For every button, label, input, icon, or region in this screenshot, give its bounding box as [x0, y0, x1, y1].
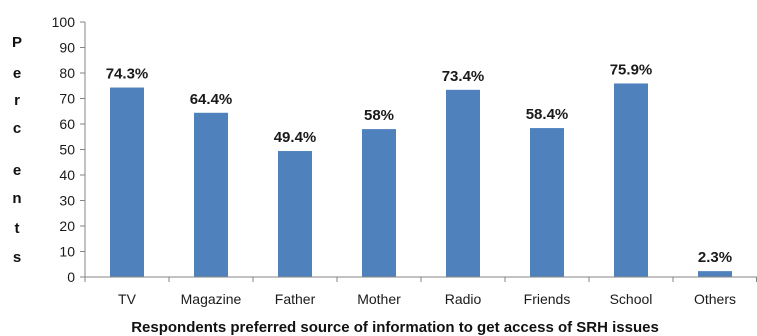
x-axis-title: Respondents preferred source of informat… [131, 319, 659, 336]
category-label: Radio [445, 291, 482, 307]
y-tick-label: 50 [59, 142, 75, 158]
y-axis-title-letter: r [14, 92, 20, 109]
category-label: Others [694, 291, 736, 307]
data-label: 2.3% [698, 249, 732, 266]
bar-mother [362, 129, 396, 277]
x-axis-categories: TV Magazine Father Mother Radio Friends School… [118, 291, 736, 307]
data-label: 58% [364, 107, 394, 124]
bar-magazine [194, 112, 228, 277]
data-label: 49.4% [274, 129, 317, 146]
y-tick-label: 90 [59, 40, 75, 56]
bar-tv [110, 87, 144, 277]
y-axis-title-letter: n [12, 190, 21, 207]
category-label: Father [275, 291, 316, 307]
y-axis-title-letter: s [13, 249, 21, 266]
y-tick-label: 60 [59, 116, 75, 132]
category-label: Friends [524, 291, 571, 307]
data-label: 73.4% [442, 68, 485, 85]
y-axis-title-letter: e [13, 65, 21, 82]
axes [84, 22, 757, 282]
y-axis-title-letter: e [13, 162, 21, 179]
bars: 74.3% 64.4% 49.4% 58% 73.4% 58.4% 75.9% 2.3% [106, 61, 732, 277]
y-tick-label: 20 [59, 218, 75, 234]
y-tick-label: 30 [59, 193, 75, 209]
category-label: School [610, 291, 653, 307]
bar-friends [530, 128, 564, 277]
bar-school [614, 83, 648, 277]
y-tick-label: 40 [59, 167, 75, 183]
y-axis-title-letter: P [12, 34, 22, 51]
bar-others [698, 271, 732, 277]
y-tick-label: 80 [59, 65, 75, 81]
y-axis-title-letter: t [15, 220, 20, 237]
data-label: 75.9% [610, 61, 653, 78]
y-tick-label: 10 [59, 244, 75, 260]
category-label: Magazine [181, 291, 242, 307]
y-axis-ticks: 0 10 20 30 40 50 60 70 80 90 100 [52, 14, 85, 285]
category-label: TV [118, 291, 137, 307]
data-label: 64.4% [190, 91, 233, 108]
y-axis-title-letter: c [13, 120, 21, 137]
bar-radio [446, 89, 480, 277]
y-tick-label: 100 [52, 14, 76, 30]
data-label: 58.4% [526, 106, 569, 123]
y-tick-label: 0 [67, 269, 75, 285]
category-label: Mother [357, 291, 401, 307]
y-tick-label: 70 [59, 91, 75, 107]
data-label: 74.3% [106, 66, 149, 83]
bar-father [278, 151, 312, 277]
